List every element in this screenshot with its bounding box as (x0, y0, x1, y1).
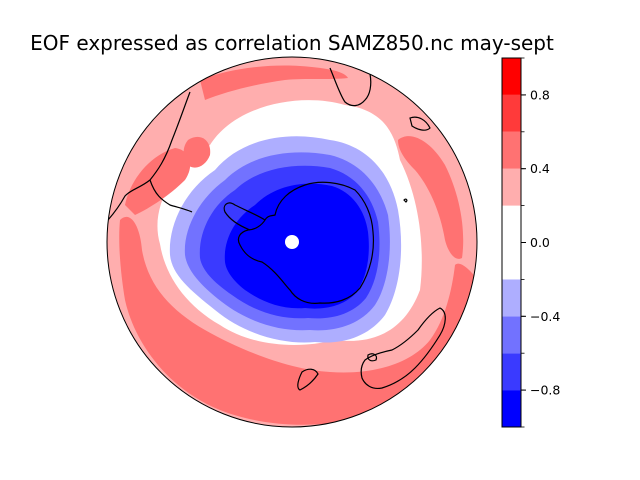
tasmania-coastline (367, 353, 378, 362)
madagascar-coastline (409, 116, 431, 131)
colorbar-band-2 (502, 316, 521, 354)
colorbar-band-5 (502, 168, 521, 206)
colorbar-band-6 (502, 131, 521, 169)
map-title: EOF expressed as correlation SAMZ850.nc … (30, 31, 554, 55)
colorbar-bands (502, 58, 521, 427)
coastlines (107, 67, 446, 391)
south-america-coastline (107, 91, 193, 221)
contour-pos-0.4-nw (183, 136, 211, 168)
colorbar-tick-label-0: 0.8 (530, 87, 550, 102)
colorbar-tick-label-4: −0.8 (530, 383, 560, 398)
colorbar-tick-label-2: 0.0 (530, 235, 550, 250)
contour-pos-0.4-north (200, 65, 348, 100)
colorbar: 0.8 0.4 0.0 −0.4 −0.8 (501, 57, 560, 428)
colorbar-band-1 (502, 353, 521, 391)
australia-coastline (360, 307, 446, 390)
pole-marker (285, 235, 299, 249)
contour-pos-0.4-east (398, 136, 464, 259)
colorbar-tick-label-3: −0.4 (530, 309, 560, 324)
colorbar-ticks: 0.8 0.4 0.0 −0.4 −0.8 (521, 57, 560, 428)
polar-map (107, 57, 477, 427)
africa-tip-coastline (329, 67, 372, 107)
new-zealand-coastline (297, 368, 319, 391)
colorbar-band-8 (502, 58, 521, 95)
colorbar-band-7 (502, 94, 521, 132)
antarctic-peninsula-coastline (223, 202, 266, 231)
colorbar-band-0 (502, 390, 521, 427)
colorbar-band-3 (502, 279, 521, 317)
map-boundary (106, 56, 478, 428)
contour-pos-0.4-west (125, 148, 191, 215)
kerguelen-coastline (403, 198, 408, 203)
colorbar-tick-label-1: 0.4 (530, 161, 550, 176)
contour-pos-0.4-south (119, 216, 477, 425)
colorbar-band-4 (502, 205, 521, 280)
